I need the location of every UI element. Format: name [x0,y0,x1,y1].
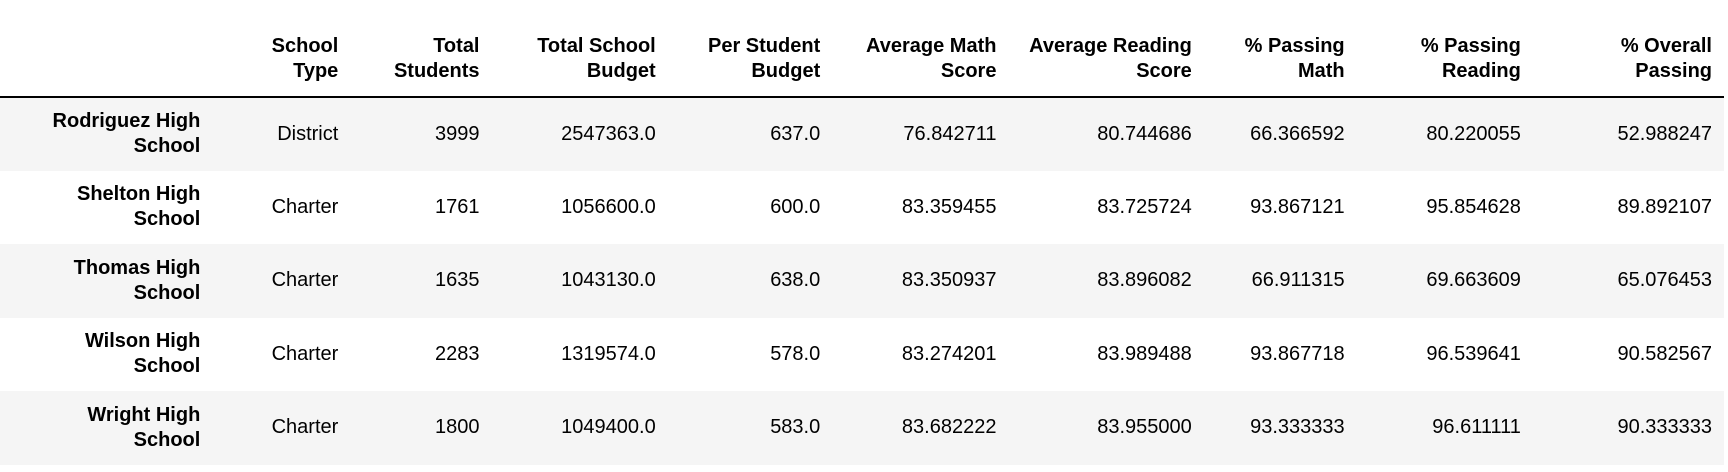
table-cell: 637.0 [770,122,821,145]
table-cell: 1761 [435,195,480,218]
table-cell: 1043130.0 [561,269,656,292]
table-cell: 96.539641 [1426,342,1521,365]
table-cell: 83.989488 [1097,342,1192,365]
table-cell: 583.0 [770,416,821,439]
table-cell: 90.333333 [1617,416,1712,439]
column-header-overall-passing: % Overall Passing [1620,35,1712,82]
table-cell: 93.867121 [1250,195,1345,218]
row-label: Wilson High School [84,330,201,378]
column-header-total-school-budget: Total School Budget [537,35,656,82]
column-header-average-reading-score: Average Reading Score [1029,35,1192,82]
table-cell: 89.892107 [1617,195,1712,218]
table-cell: 69.663609 [1426,269,1521,292]
dataframe-output: School Type Total Students Total School Bud… [0,34,1728,465]
column-header-passing-reading: % Passing Reading [1420,35,1521,82]
table-cell: 83.955000 [1097,416,1192,439]
table-row: Thomas High School Charter 1635 1043130.0… [0,244,1724,318]
table-cell: 578.0 [770,342,821,365]
table-cell: 83.359455 [901,195,997,218]
school-summary-table: School Type Total Students Total School Bud… [0,34,1724,465]
column-header-total-students: Total Students [393,35,480,82]
header-row: School Type Total Students Total School Bud… [0,34,1724,97]
column-header-average-math-score: Average Math Score [866,35,997,82]
table-cell: 93.867718 [1250,342,1345,365]
table-cell: 83.725724 [1097,195,1192,218]
table-cell: 1049400.0 [561,416,656,439]
table-cell: Charter [271,342,339,365]
column-header-passing-math: % Passing Math [1244,35,1345,82]
column-header-per-student-budget: Per Student Budget [708,35,821,82]
table-cell: 1635 [435,269,480,292]
table-cell: 96.611111 [1432,416,1521,439]
table-cell: 76.842711 [903,122,997,145]
table-cell: Charter [271,416,339,439]
table-cell: 93.333333 [1250,416,1345,439]
column-header-school-type: School Type [271,35,339,82]
table-cell: 66.911315 [1251,269,1345,292]
table-cell: 83.274201 [901,342,997,365]
table-cell: 95.854628 [1426,195,1521,218]
table-cell: 2547363.0 [561,122,656,145]
table-cell: Charter [271,269,339,292]
table-cell: 1319574.0 [561,342,656,365]
table-cell: 2283 [435,342,480,365]
table-row: Shelton High School Charter 1761 1056600.… [0,170,1724,244]
table-cell: 83.350937 [901,269,997,292]
table-cell: 1056600.0 [561,195,656,218]
table-row: Rodriguez High School District 3999 25473… [0,97,1724,171]
table-row: Wright High School Charter 1800 1049400.0… [0,391,1724,465]
row-label: Wright High School [87,403,201,451]
table-cell: Charter [271,195,339,218]
table-row: Wilson High School Charter 2283 1319574.0… [0,317,1724,391]
table-cell: District [277,122,339,145]
table-cell: 600.0 [770,195,821,218]
table-cell: 52.988247 [1617,122,1712,145]
table-cell: 638.0 [770,269,821,292]
table-cell: 1800 [435,416,480,439]
table-cell: 83.682222 [901,416,997,439]
table-cell: 90.582567 [1617,342,1712,365]
row-label: Thomas High School [73,256,201,304]
table-cell: 66.366592 [1250,122,1345,145]
row-label: Rodriguez High School [52,110,201,158]
table-cell: 80.744686 [1097,122,1192,145]
table-cell: 65.076453 [1617,269,1712,292]
table-cell: 83.896082 [1097,269,1192,292]
table-cell: 80.220055 [1426,122,1521,145]
index-header [0,34,212,97]
table-cell: 3999 [435,122,480,145]
row-label: Shelton High School [76,183,201,231]
